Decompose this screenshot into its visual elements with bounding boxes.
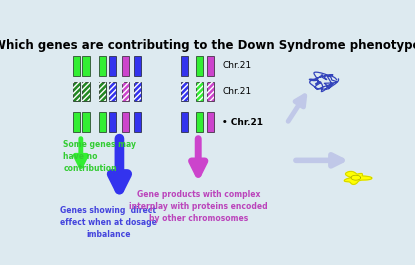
Bar [98, 56, 105, 76]
Bar [109, 82, 116, 101]
Text: Gene products with complex
interplay with proteins encoded
by other chromosomes: Gene products with complex interplay wit… [129, 190, 268, 223]
Bar [134, 56, 141, 76]
Bar [98, 82, 105, 101]
Bar [122, 56, 129, 76]
Bar [196, 82, 203, 101]
Bar [181, 56, 188, 76]
Bar [109, 56, 116, 76]
Bar [83, 112, 90, 132]
Bar [181, 82, 188, 101]
Bar [73, 82, 80, 101]
Bar [109, 112, 116, 132]
Bar [122, 82, 129, 101]
Bar [134, 82, 141, 101]
Bar [207, 56, 214, 76]
Bar [207, 112, 214, 132]
Bar [98, 82, 105, 101]
Bar [134, 82, 141, 101]
Bar [196, 112, 203, 132]
Bar [73, 82, 80, 101]
Bar [196, 56, 203, 76]
Polygon shape [344, 171, 372, 184]
Bar [83, 82, 90, 101]
Text: Chr.21: Chr.21 [222, 61, 251, 70]
Bar [83, 56, 90, 76]
Bar [207, 82, 214, 101]
Text: Genes showing  direct
effect when at dosage
imbalance: Genes showing direct effect when at dosa… [60, 206, 156, 239]
Bar [109, 82, 116, 101]
FancyBboxPatch shape [43, 26, 383, 242]
Bar [207, 82, 214, 101]
Bar [134, 112, 141, 132]
Text: • Chr.21: • Chr.21 [222, 118, 264, 127]
Bar [73, 56, 80, 76]
Bar [181, 82, 188, 101]
Bar [83, 82, 90, 101]
Text: Which genes are contributing to the Down Syndrome phenotype ?: Which genes are contributing to the Down… [0, 39, 415, 52]
Text: Chr.21: Chr.21 [222, 87, 251, 96]
Text: Some genes may
have no
contribution: Some genes may have no contribution [63, 140, 136, 173]
Bar [196, 82, 203, 101]
Bar [181, 112, 188, 132]
Bar [98, 112, 105, 132]
Bar [73, 112, 80, 132]
Bar [122, 82, 129, 101]
Bar [122, 112, 129, 132]
